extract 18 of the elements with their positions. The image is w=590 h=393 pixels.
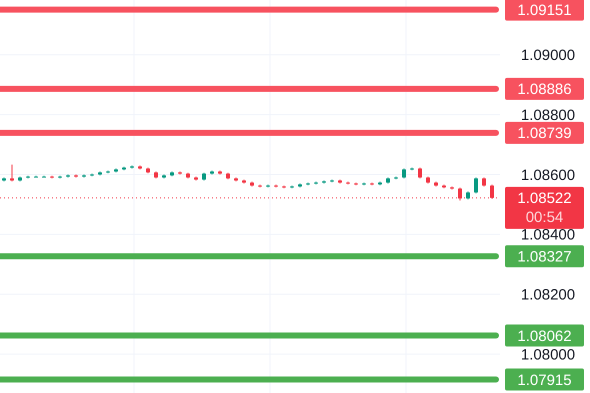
ref-line-label: 1.08062 [517,328,572,345]
y-tick-label: 1.08000 [520,346,576,364]
y-tick-label: 1.08800 [520,106,576,124]
y-tick-label: 1.08400 [520,226,576,244]
y-tick-label: 1.09000 [520,47,576,64]
candlestick [474,176,478,194]
ref-line-label: 1.08739 [517,125,572,142]
y-tick-label: 1.08200 [520,286,576,304]
candlestick [10,164,14,182]
ref-line-label: 1.08327 [517,248,572,266]
text: 00:54 [526,209,564,226]
ref-line-label: 1.07915 [517,372,572,389]
ref-line-label: 1.08522 [517,190,572,208]
ref-line-label: 1.09151 [517,2,572,19]
ref-line-label: 1.08886 [517,81,572,98]
y-tick-label: 1.08600 [520,166,576,184]
candlestick [418,167,422,179]
candlestick [402,168,406,179]
